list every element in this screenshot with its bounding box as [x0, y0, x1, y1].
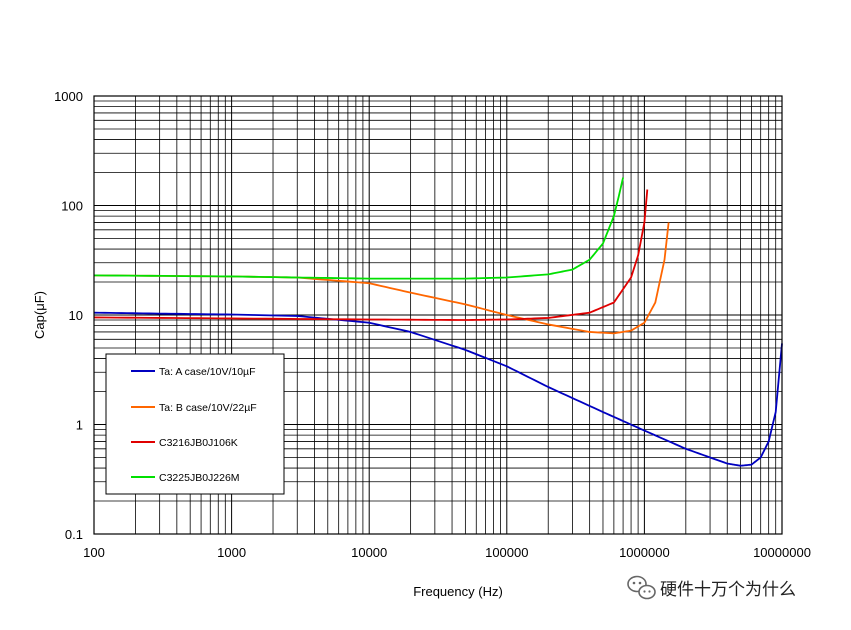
- x-tick-label: 10000000: [753, 545, 811, 560]
- series-line-1: [93, 311, 783, 467]
- y-tick-label: 1: [76, 418, 83, 433]
- legend: Ta: A case/10V/10µF Ta: B case/10V/22µF C3…: [105, 353, 285, 495]
- axes-layer: 100 1000 10000 100000 1000000 10000000 0.1 1 10 1…: [54, 89, 811, 560]
- x-axis-label: Frequency (Hz): [413, 584, 503, 599]
- y-tick-label: 10: [69, 308, 83, 323]
- legend-box: [105, 353, 285, 495]
- series-line-2: [93, 222, 670, 335]
- grid-layer: [93, 96, 782, 535]
- legend-label: Ta: A case/10V/10µF: [159, 366, 256, 378]
- wechat-icon: [627, 575, 656, 600]
- series-line-3: [93, 189, 649, 321]
- y-tick-label: 100: [61, 199, 83, 214]
- x-tick-label: 100000: [485, 545, 528, 560]
- watermark: 硬件十万个为什么: [627, 575, 796, 600]
- x-tick-label: 1000000: [619, 545, 670, 560]
- legend-label: C3216JB0J106K: [159, 437, 238, 449]
- y-axis-label: Cap(μF): [32, 291, 47, 339]
- series-layer: [93, 177, 783, 467]
- y-tick-label: 0.1: [65, 527, 83, 542]
- x-tick-label: 10000: [351, 545, 387, 560]
- legend-label: C3225JB0J226M: [159, 472, 240, 484]
- watermark-text: 硬件十万个为什么: [660, 580, 796, 599]
- series-line-4: [93, 177, 624, 280]
- legend-label: Ta: B case/10V/22µF: [159, 402, 257, 414]
- x-tick-label: 100: [83, 545, 105, 560]
- x-tick-label: 1000: [217, 545, 246, 560]
- y-tick-label: 1000: [54, 89, 83, 104]
- plot-frame: [93, 95, 783, 535]
